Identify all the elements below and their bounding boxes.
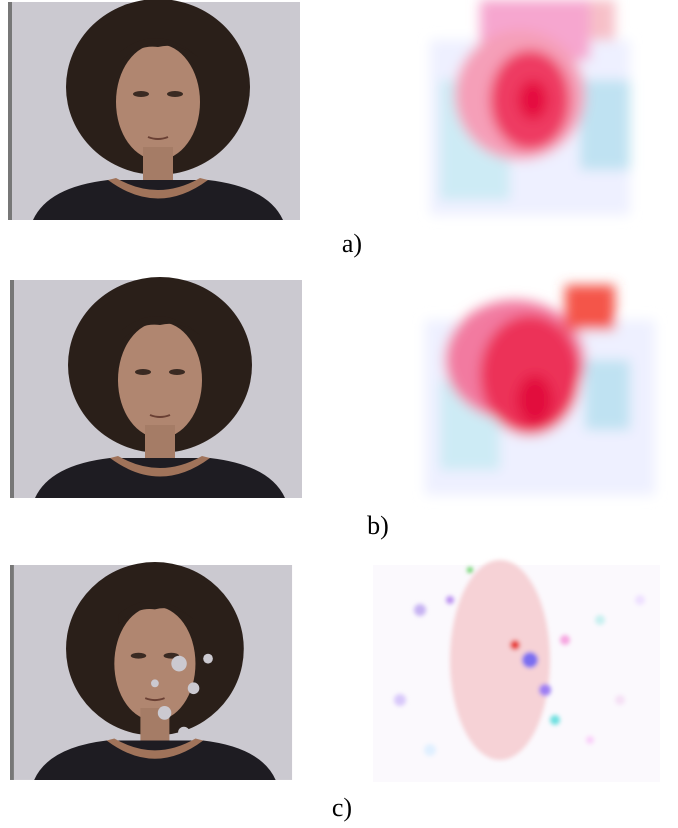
flow-map-a <box>425 0 650 220</box>
flow-map-b <box>415 278 665 498</box>
panel-label: b) <box>367 511 389 540</box>
photo-c <box>10 562 292 780</box>
photo-a <box>8 0 300 220</box>
photo-b <box>10 277 302 498</box>
page: a) b) <box>0 0 678 828</box>
figure: a) b) <box>0 0 678 828</box>
flow-map-c <box>373 560 660 782</box>
panel-label: a) <box>342 229 362 258</box>
panel-label: c) <box>332 793 352 822</box>
